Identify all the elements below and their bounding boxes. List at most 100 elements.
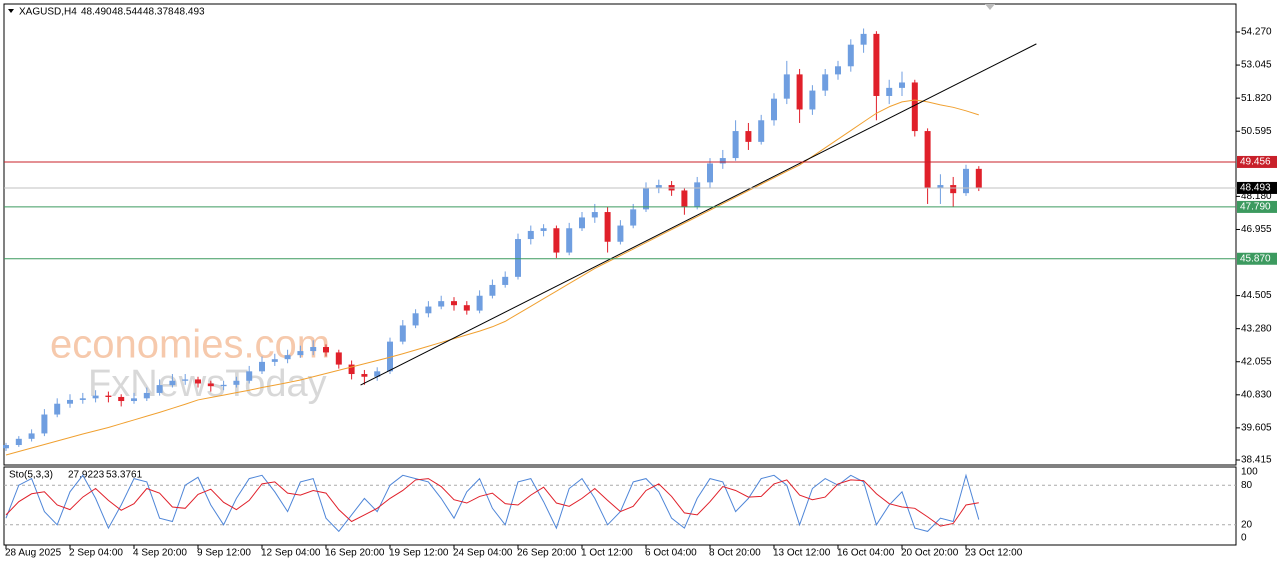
menu-arrow[interactable]	[8, 9, 14, 13]
candle-body	[156, 385, 163, 393]
candle-body	[233, 380, 240, 385]
candle-body	[15, 438, 22, 446]
candle-body	[451, 301, 457, 306]
symbol: XAGUSD,H4	[19, 7, 77, 18]
x-tick-label: 16 Sep 20:00	[325, 548, 385, 559]
y-tick-label: 43.280	[1241, 323, 1272, 334]
y-tick-label: 51.820	[1241, 93, 1272, 104]
x-tick-label: 26 Sep 20:00	[517, 548, 577, 559]
candle-body	[732, 131, 739, 159]
candle-body	[182, 379, 189, 381]
stoch-panel	[3, 466, 1237, 546]
candle-body	[630, 209, 637, 226]
candle-body	[809, 90, 816, 110]
x-tick-label: 20 Oct 20:00	[901, 548, 959, 559]
candle-body	[924, 131, 931, 188]
moving-average	[5, 99, 979, 456]
candle-body	[579, 217, 585, 229]
level-tag	[1237, 252, 1277, 265]
candle-body	[963, 168, 969, 194]
candle-body	[118, 396, 125, 402]
y-tick-label: 40.830	[1241, 389, 1272, 400]
candle-body	[835, 66, 841, 75]
candle-body	[540, 228, 547, 231]
candle-body	[259, 361, 265, 372]
y-tick-label: 39.605	[1241, 423, 1272, 434]
x-tick-label: 4 Sep 20:00	[133, 548, 187, 559]
candle-body	[195, 379, 201, 384]
candle-body	[681, 190, 688, 207]
candle-body	[911, 82, 918, 132]
candle-body	[604, 212, 611, 242]
candle-body	[515, 239, 521, 277]
y-tick-label: 53.045	[1241, 60, 1272, 71]
ohlc: 48.544	[112, 7, 143, 18]
candle-body	[246, 371, 253, 381]
candle-body	[591, 212, 598, 218]
candle-body	[553, 228, 560, 253]
ohlc: 48.490	[81, 7, 112, 18]
candle-body	[873, 33, 880, 96]
candle-body	[758, 120, 765, 142]
candle-body	[860, 33, 867, 45]
y-tick-label: 44.505	[1241, 290, 1272, 301]
stoch-name: Sto(5,3,3)	[9, 470, 53, 481]
x-tick-label: 12 Sep 04:00	[261, 548, 321, 559]
candle-body	[847, 44, 854, 67]
stoch-tick-label: 100	[1241, 467, 1258, 478]
price-panel	[3, 3, 1237, 466]
candle-body	[361, 374, 368, 377]
candle-body	[822, 74, 829, 91]
ohlc: 48.493	[174, 7, 205, 18]
x-tick-label: 24 Sep 04:00	[453, 548, 513, 559]
candle-body	[489, 284, 496, 296]
candle-body	[387, 341, 393, 372]
candle-body	[655, 185, 662, 188]
candle-body	[771, 98, 777, 121]
candle-body	[323, 347, 329, 353]
stoch-line	[5, 478, 979, 527]
candle-body	[438, 301, 445, 307]
y-tick-label: 54.270	[1241, 27, 1272, 38]
x-tick-label: 2 Sep 04:00	[69, 548, 123, 559]
stoch-tick-label: 80	[1241, 480, 1253, 491]
x-tick-label: 23 Oct 12:00	[965, 548, 1023, 559]
candle-body	[284, 355, 291, 360]
y-tick-label: 42.055	[1241, 356, 1272, 367]
candle-body	[719, 158, 726, 164]
candle-body	[745, 131, 752, 142]
candle-body	[463, 305, 470, 311]
candle-body	[502, 276, 509, 285]
level-tag	[1237, 155, 1277, 168]
candle-body	[92, 395, 99, 399]
candle-body	[975, 168, 982, 188]
candle-body	[220, 384, 227, 387]
ohlc: 48.378	[143, 7, 174, 18]
level-tag	[1237, 200, 1277, 213]
level-label: 45.870	[1240, 253, 1271, 264]
x-tick-label: 13 Oct 12:00	[773, 548, 831, 559]
candle-body	[899, 82, 905, 88]
level-label: 49.456	[1240, 157, 1271, 168]
candle-body	[886, 87, 893, 96]
candle-body	[54, 403, 61, 415]
candle-body	[207, 383, 214, 387]
candle-body	[3, 445, 9, 449]
x-tick-label: 16 Oct 04:00	[837, 548, 895, 559]
candle-body	[374, 371, 381, 377]
candle-body	[297, 351, 304, 356]
stoch-tick-label: 20	[1241, 519, 1253, 530]
y-tick-label: 38.415	[1241, 455, 1272, 466]
y-tick-label: 46.955	[1241, 224, 1272, 235]
candle-body	[643, 187, 649, 210]
candle-body	[527, 230, 534, 240]
stoch-k: 27.9223	[68, 470, 105, 481]
candle-body	[476, 295, 483, 311]
candle-body	[79, 398, 86, 400]
watermark: economies.com	[50, 323, 330, 367]
candle-body	[335, 352, 342, 365]
candle-body	[169, 380, 176, 386]
candle-body	[950, 185, 957, 194]
